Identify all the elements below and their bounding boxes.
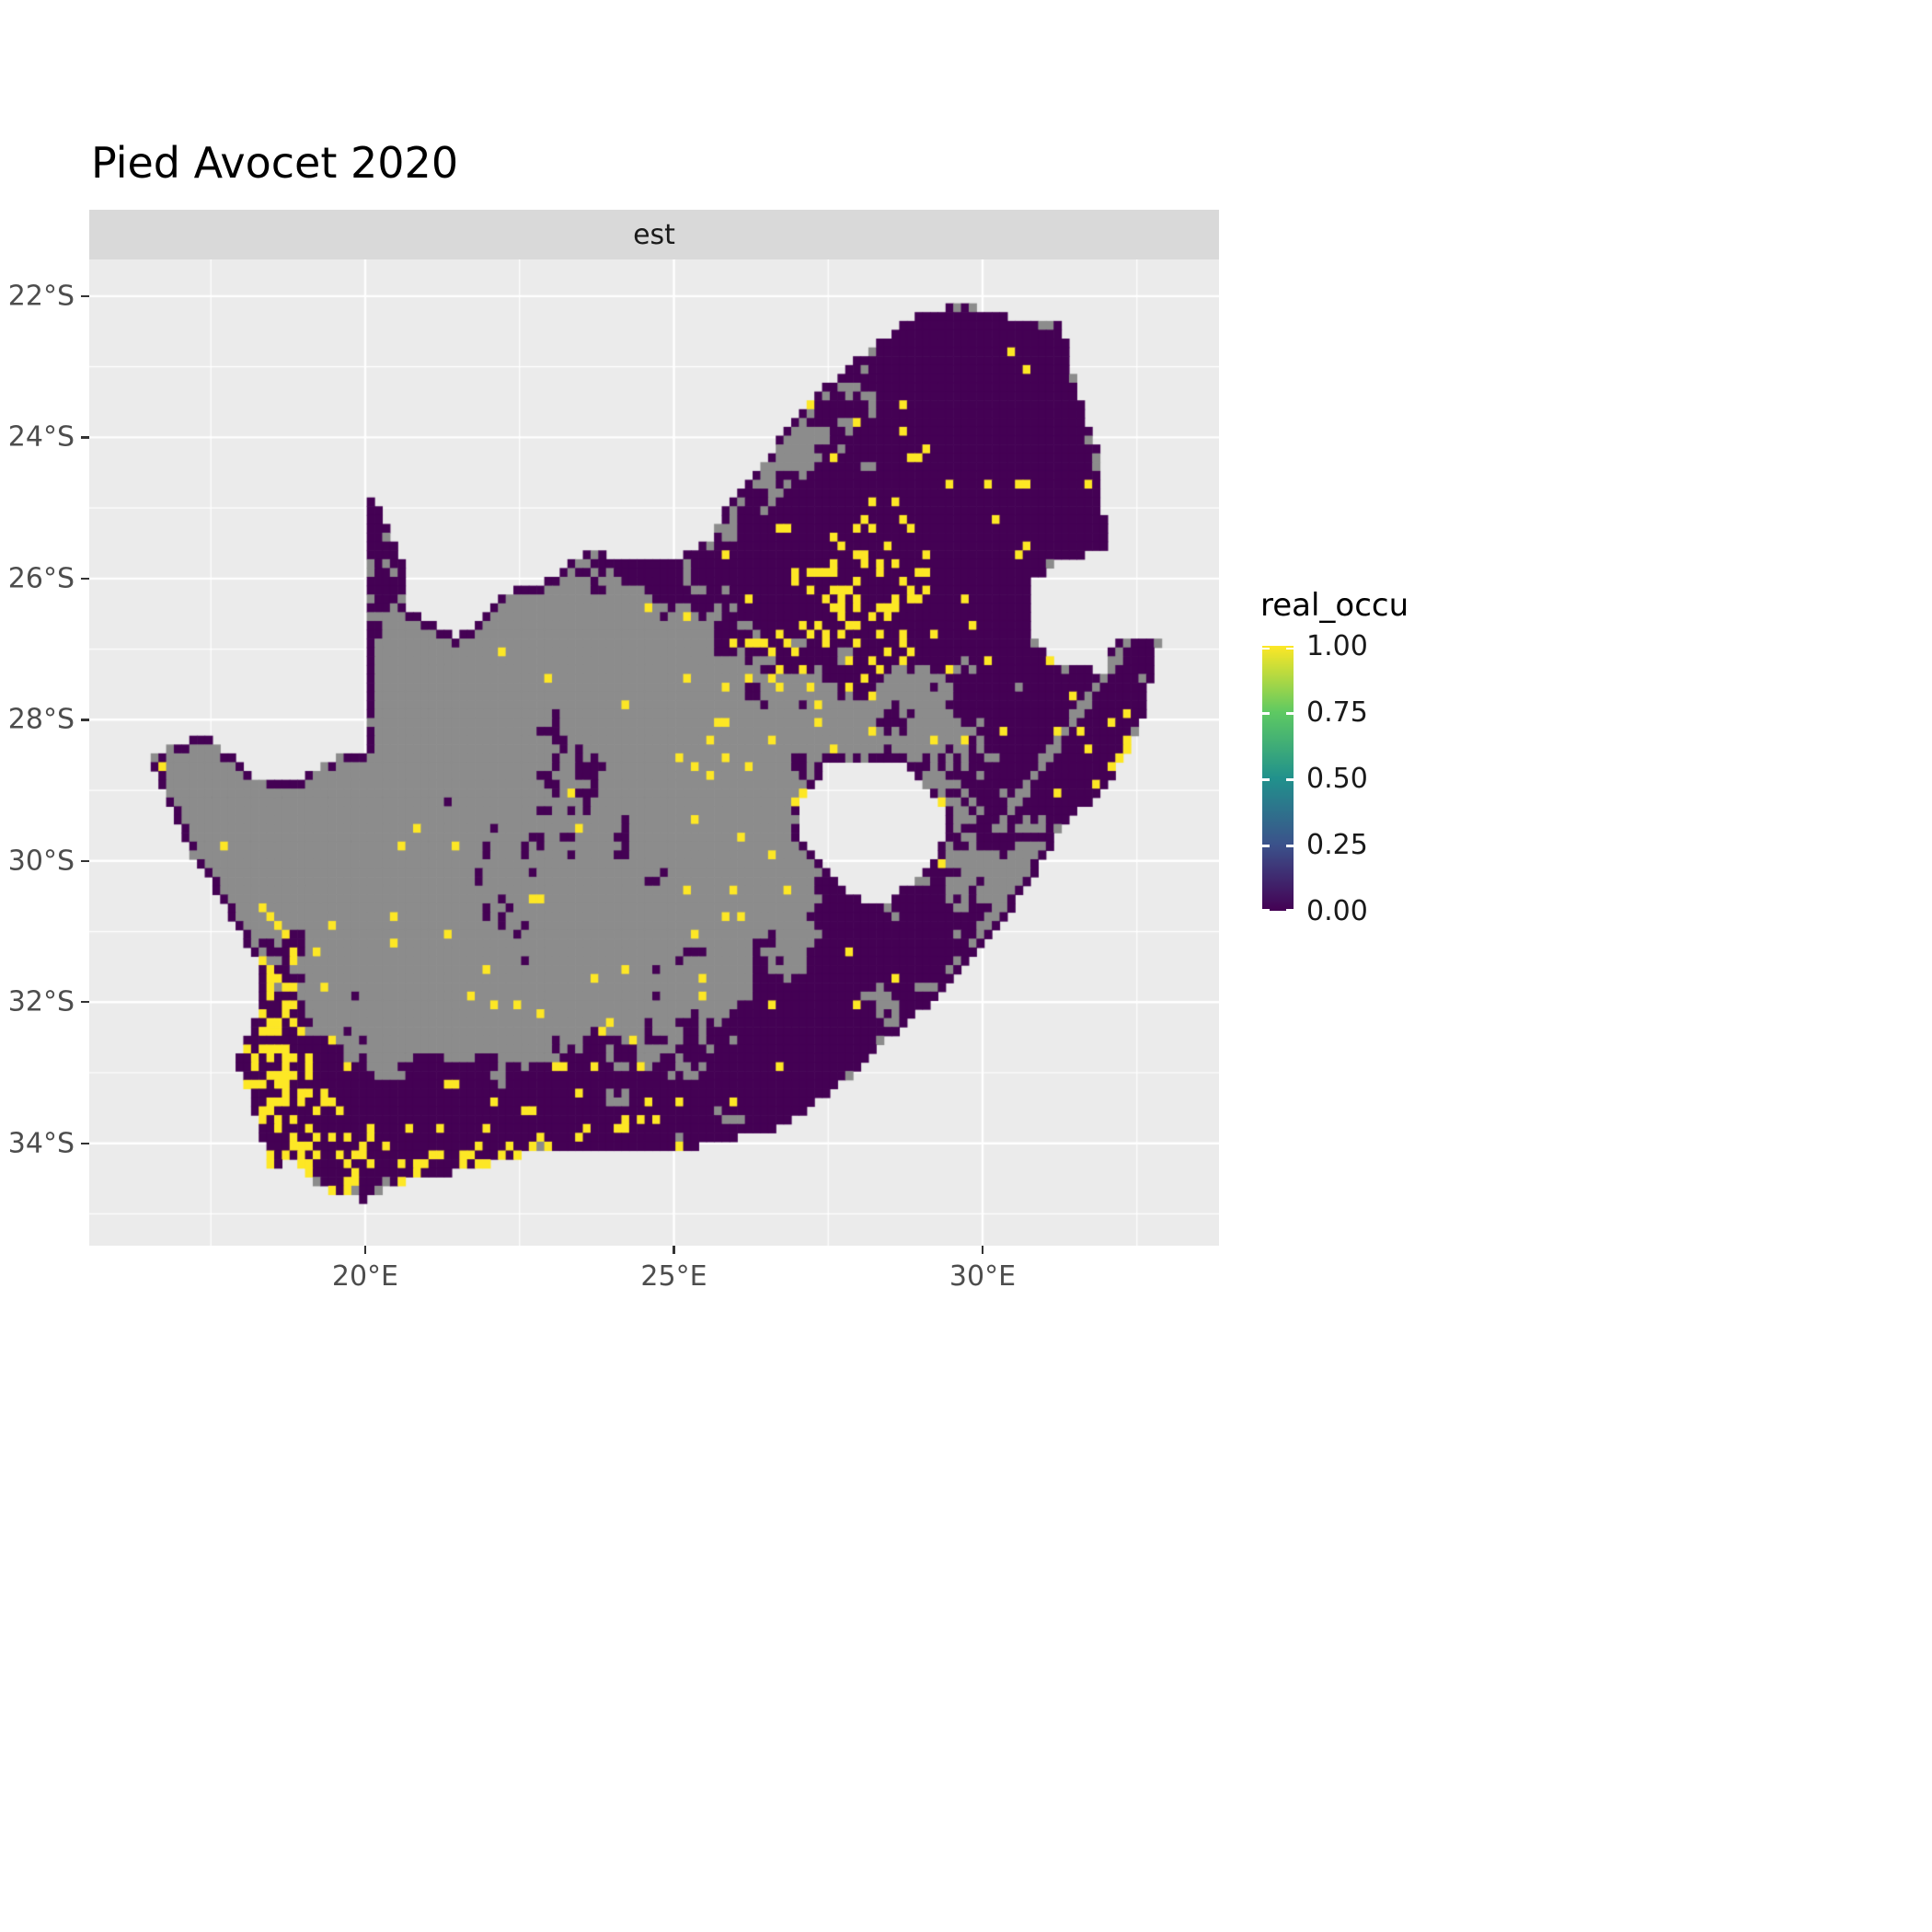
legend-tick-mark <box>1262 778 1270 781</box>
y-tick-label: 24°S <box>7 420 75 454</box>
legend-tick-mark <box>1286 647 1294 650</box>
x-tick-mark <box>363 1246 367 1254</box>
facet-strip: est <box>89 210 1219 259</box>
legend-tick-mark <box>1262 712 1270 715</box>
x-tick-label: 30°E <box>949 1260 1017 1293</box>
facet-strip-label: est <box>633 218 675 251</box>
chart-title: Pied Avocet 2020 <box>91 138 459 188</box>
x-tick-mark <box>981 1246 984 1254</box>
y-tick-label: 30°S <box>7 845 75 878</box>
legend-tick-label: 0.25 <box>1306 829 1368 861</box>
legend-tick-label: 0.50 <box>1306 763 1368 795</box>
legend-title: real_occu <box>1260 587 1409 624</box>
legend-tick-mark <box>1286 712 1294 715</box>
x-tick-label: 25°E <box>640 1260 707 1293</box>
map-canvas <box>89 259 1219 1246</box>
y-tick-label: 22°S <box>7 280 75 313</box>
legend-tick-label: 0.75 <box>1306 696 1368 729</box>
y-tick-mark <box>81 719 89 721</box>
legend-tick-label: 1.00 <box>1306 630 1368 662</box>
x-tick-label: 20°E <box>331 1260 399 1293</box>
y-tick-label: 32°S <box>7 985 75 1018</box>
y-tick-mark <box>81 859 89 862</box>
y-tick-mark <box>81 1142 89 1144</box>
legend-tick-mark <box>1262 845 1270 847</box>
y-tick-label: 34°S <box>7 1127 75 1160</box>
legend-tick-label: 0.00 <box>1306 895 1368 927</box>
legend-tick-mark <box>1286 908 1294 911</box>
x-tick-mark <box>673 1246 675 1254</box>
y-tick-mark <box>81 1001 89 1004</box>
y-tick-mark <box>81 577 89 581</box>
legend-tick-mark <box>1286 845 1294 847</box>
y-tick-mark <box>81 436 89 439</box>
legend-tick-mark <box>1286 778 1294 781</box>
y-tick-label: 26°S <box>7 562 75 595</box>
y-tick-mark <box>81 294 89 298</box>
y-tick-label: 28°S <box>7 703 75 736</box>
legend-tick-mark <box>1262 908 1270 911</box>
legend-tick-mark <box>1262 647 1270 650</box>
